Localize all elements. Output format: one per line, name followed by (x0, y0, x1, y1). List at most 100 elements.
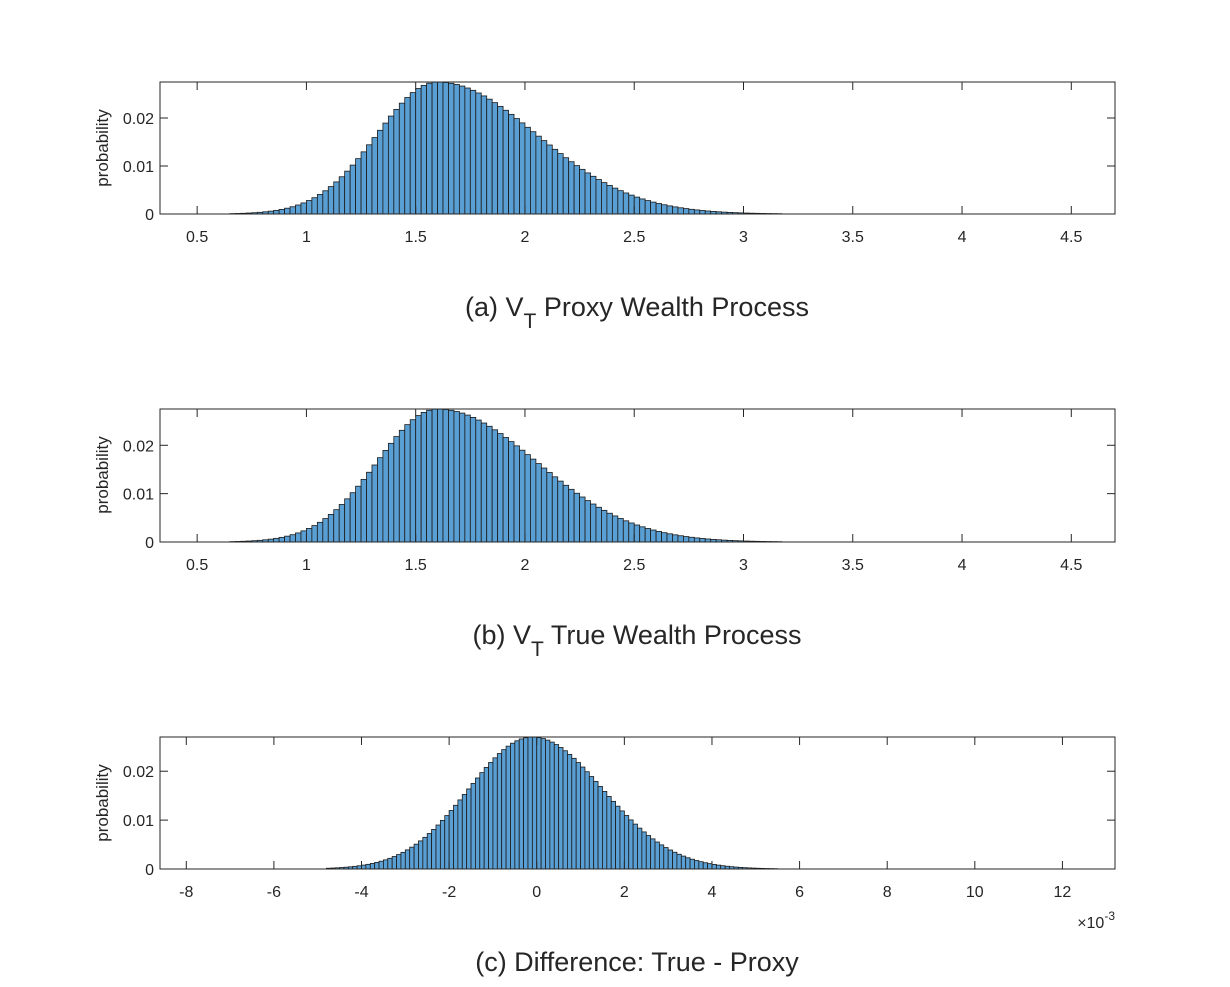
histogram-bar (391, 856, 397, 870)
axes-frame (159, 736, 1116, 870)
y-axis-ticks: 0 0.01 0.02 (123, 111, 1115, 224)
panel-caption: (a) VT Proxy Wealth Process (465, 292, 809, 333)
histogram-bar (667, 849, 673, 870)
histogram-bar (514, 740, 520, 870)
histogram-bar (486, 98, 493, 215)
histogram-bar (311, 197, 318, 215)
histogram-bar (677, 207, 684, 215)
histogram-bar (422, 836, 428, 870)
histogram-bar (606, 185, 613, 215)
histogram-bars (229, 408, 783, 543)
histogram-bar (475, 419, 482, 543)
histogram-bar (531, 736, 538, 870)
x-tick-label: 3 (739, 229, 748, 246)
histogram-bar (557, 153, 564, 215)
histogram-bar (418, 840, 424, 870)
histogram-bar (431, 408, 438, 543)
x-tick-label: 1.5 (405, 229, 427, 246)
histogram-bar (573, 492, 580, 543)
histogram-bar (295, 532, 302, 543)
histogram-bar (273, 209, 280, 215)
caption-prefix: (a) V (465, 292, 524, 322)
histogram-bar (492, 757, 498, 870)
histogram-bar (361, 864, 367, 870)
histogram-bar (595, 506, 602, 543)
y-axis-ticks: 0 0.01 0.02 (123, 764, 1115, 879)
histogram-bar (655, 203, 662, 215)
histogram-bar (437, 408, 444, 543)
x-axis-ticks: 0.5 1 1.5 2 2.5 3 3.5 4 4.5 (186, 82, 1083, 246)
histogram-bar (633, 524, 641, 543)
histogram-bar (448, 409, 455, 543)
x-tick-label: 3.5 (842, 557, 864, 574)
panel-b: 0.5 1 1.5 2 2.5 3 3.5 4 4.5 0 0.01 0.02 probabilit… (93, 408, 1116, 661)
x-tick-label: 0.5 (186, 557, 208, 574)
histogram-bar (404, 424, 411, 543)
histogram-bar (551, 148, 559, 215)
histogram-bars (326, 736, 779, 870)
histogram-bar (306, 200, 313, 215)
panel-caption: (c) Difference: True - Proxy (475, 947, 799, 977)
histogram-bar (415, 415, 422, 543)
x-tick-label: 4 (958, 557, 967, 574)
histogram-bar (457, 799, 463, 870)
histogram-bar (593, 781, 599, 870)
histogram-bar (661, 204, 668, 215)
histogram-bar (349, 492, 356, 543)
histogram-bar (615, 805, 621, 870)
histogram-bar (491, 429, 499, 543)
histogram-bar (448, 810, 454, 870)
histogram-bar (458, 85, 466, 215)
x-tick-label: 2 (521, 557, 530, 574)
histogram-bar (426, 833, 433, 870)
histogram-bar (606, 796, 612, 870)
histogram-bar (694, 860, 700, 870)
histogram-bar (584, 771, 590, 870)
histogram-bar (453, 84, 460, 215)
histogram-bar (699, 210, 706, 215)
histogram-bar (333, 509, 340, 543)
x-tick-label: 1 (302, 557, 311, 574)
histogram-bar (442, 82, 449, 215)
histogram-bar (584, 500, 591, 543)
histogram-bar (661, 532, 668, 543)
x-tick-label: 4.5 (1060, 229, 1082, 246)
histogram-bar (513, 118, 520, 215)
histogram-bar (486, 425, 493, 543)
histogram-bar (551, 476, 559, 543)
y-tick-label: 0.01 (123, 159, 154, 176)
histogram-bar (580, 766, 586, 870)
histogram-bar (568, 488, 575, 543)
histogram-bar (453, 804, 459, 870)
histogram-bar (568, 161, 575, 215)
histogram-bar (682, 536, 690, 543)
histogram-bar (393, 108, 400, 215)
histogram-bar (480, 95, 488, 215)
histogram-bar (439, 820, 446, 870)
histogram-bar (420, 84, 428, 215)
histogram-bar (344, 170, 351, 215)
histogram-bar (536, 737, 542, 870)
histogram-bar (393, 436, 400, 543)
histogram-bar (688, 536, 695, 543)
histogram-bar (628, 819, 634, 870)
histogram-bar (396, 854, 402, 870)
histogram-bar (444, 815, 450, 870)
multiplier-exponent: -3 (1104, 909, 1115, 923)
y-tick-label: 0.01 (123, 813, 154, 830)
histogram-bar (595, 179, 602, 215)
histogram-bar (377, 129, 384, 215)
histogram-bar (426, 82, 433, 215)
histogram-bar (508, 113, 515, 215)
x-tick-label: 2.5 (623, 557, 645, 574)
histogram-bar (458, 412, 466, 543)
y-tick-label: 0.01 (123, 487, 154, 504)
histogram-bar (562, 750, 568, 870)
histogram-bar (409, 92, 417, 215)
histogram-bar (369, 863, 376, 870)
histogram-bar (530, 458, 537, 543)
histogram-bar (524, 126, 531, 215)
histogram-bar (597, 786, 603, 870)
histogram-bar (519, 449, 526, 543)
histogram-bar (510, 742, 516, 870)
